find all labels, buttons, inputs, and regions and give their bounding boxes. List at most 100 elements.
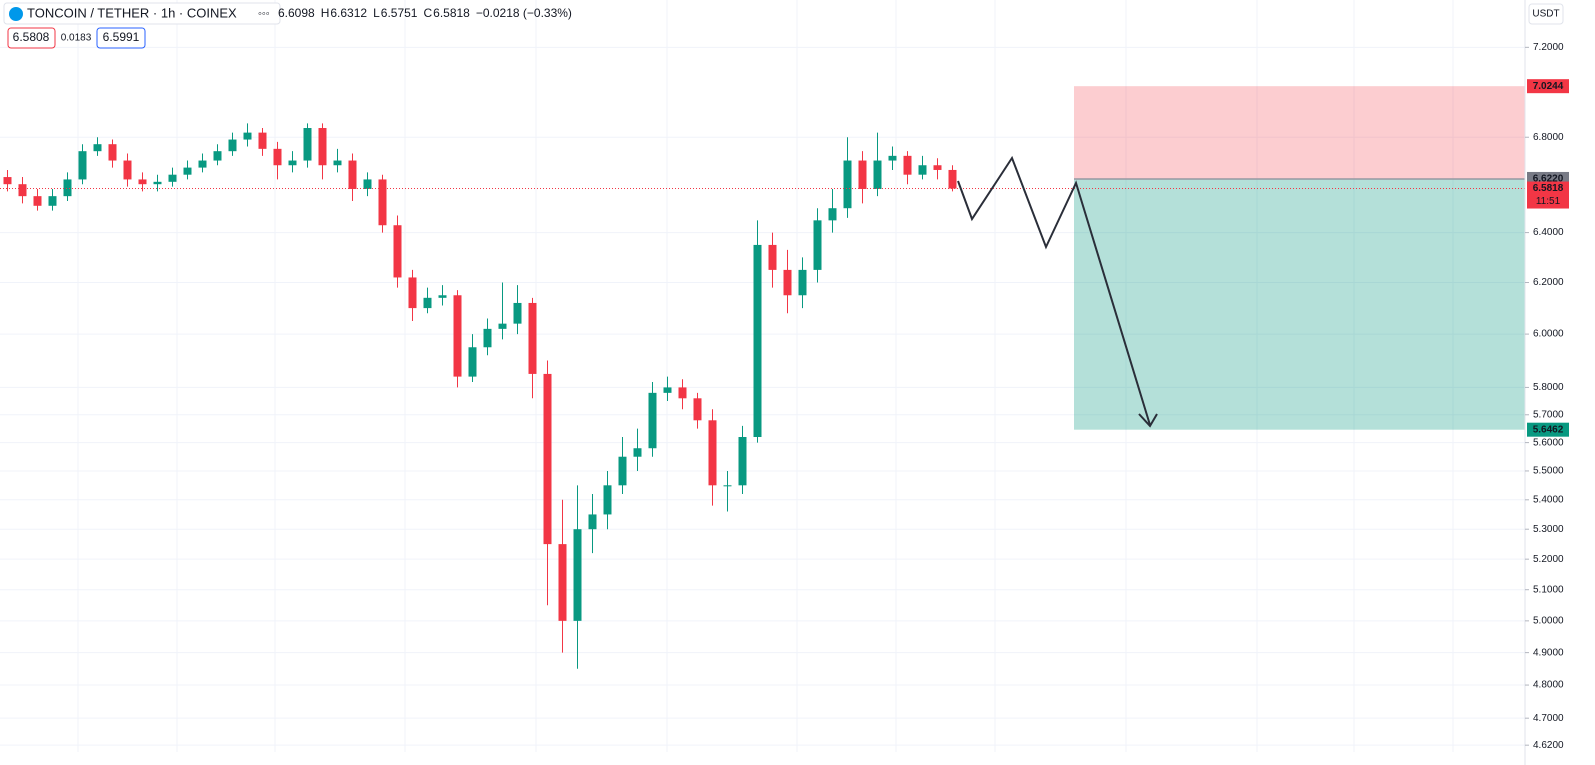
ask-box: [96, 27, 146, 49]
spread: 0.0183: [61, 33, 92, 44]
candle-body: [378, 179, 387, 226]
y-tick-label: 5.1000: [1533, 584, 1564, 595]
target-zone: [1074, 178, 1525, 430]
y-tick-label: 5.2000: [1533, 554, 1564, 565]
candle-body: [948, 169, 957, 189]
currency-box: [1528, 3, 1564, 25]
candle-body: [438, 295, 447, 298]
candle-body: [213, 151, 222, 161]
candles: [3, 123, 957, 669]
candle-body: [48, 196, 57, 206]
candle-body: [618, 456, 627, 486]
candle-body: [843, 160, 852, 209]
candle-body: [408, 277, 417, 309]
y-tick-label: 5.7000: [1533, 409, 1564, 420]
legend-value: 6.6098: [278, 6, 315, 20]
candle-body: [348, 160, 357, 189]
candle-body: [888, 155, 897, 161]
legend-change: −0.0218 (−0.33%): [476, 6, 572, 20]
candle-body: [603, 485, 612, 515]
price-grid: [0, 46, 1525, 746]
symbol: TONCOIN / TETHER · 1h · COINEX: [27, 5, 237, 20]
y-tick-label: 4.8000: [1533, 680, 1564, 691]
candle-body: [693, 398, 702, 421]
legend-key: H: [321, 6, 330, 20]
price-axis: [1525, 0, 1595, 765]
bid-box: [7, 27, 56, 49]
legend-value: 6.6312: [330, 6, 367, 20]
candle-body: [648, 392, 657, 449]
candle-body: [513, 302, 522, 324]
candle-body: [33, 196, 42, 206]
candle-body: [318, 128, 327, 166]
candle-body: [153, 181, 162, 185]
target-label: 5.6462: [1533, 424, 1564, 435]
candle-body: [108, 144, 117, 161]
header-menu: ◦◦◦: [258, 8, 270, 20]
target-label-box: [1527, 422, 1569, 437]
candle-body: [123, 160, 132, 180]
candle-body: [303, 128, 312, 161]
candle-body: [498, 323, 507, 329]
candle-body: [483, 328, 492, 348]
candle-body: [918, 165, 927, 175]
candle-body: [708, 420, 717, 486]
y-tick-label: 5.0000: [1533, 615, 1564, 626]
y-tick-label: 4.7000: [1533, 713, 1564, 724]
candle-body: [93, 144, 102, 152]
candle-body: [813, 220, 822, 270]
stop-label-box: [1527, 79, 1569, 94]
y-tick-label: 6.4000: [1533, 227, 1564, 238]
countdown: 11:51: [1536, 196, 1561, 207]
candle-body: [633, 448, 642, 457]
last-price-box: [1527, 181, 1569, 209]
candle-body: [798, 269, 807, 296]
y-tick-label: 5.6000: [1533, 437, 1564, 448]
legend-key: L: [373, 6, 380, 20]
candle-body: [753, 244, 762, 438]
candle-body: [558, 544, 567, 621]
position-tool: [1074, 86, 1525, 430]
candle-body: [903, 155, 912, 175]
entry-label: 6.6220: [1533, 174, 1564, 185]
candle-body: [78, 151, 87, 180]
candle-body: [243, 132, 252, 140]
candle-body: [858, 160, 867, 189]
candle-body: [228, 139, 237, 152]
ohlc-legend: 6.6098 H 6.6312 L 6.5751 C 6.5818 −0.0218 (−0.3…: [278, 6, 572, 20]
candle-body: [393, 225, 402, 278]
candle-body: [573, 529, 582, 621]
bid: 6.5808: [13, 30, 50, 44]
candle-body: [738, 437, 747, 486]
candle-body: [288, 160, 297, 166]
candle-body: [828, 208, 837, 221]
candle-body: [423, 297, 432, 309]
symbol-icon: [9, 7, 23, 21]
y-tick-label: 5.5000: [1533, 466, 1564, 477]
ask: 6.5991: [103, 30, 140, 44]
candle-body: [3, 177, 12, 185]
candle-body: [18, 184, 27, 197]
candle-body: [783, 269, 792, 296]
y-tick-label: 6.0000: [1533, 329, 1564, 340]
y-tick-label: 6.8000: [1533, 132, 1564, 143]
stop-label: 7.0244: [1533, 81, 1564, 92]
candle-body: [168, 174, 177, 182]
stop-zone: [1074, 86, 1525, 179]
candle-body: [873, 160, 882, 189]
header-bg: [3, 2, 281, 25]
candle-body: [588, 514, 597, 530]
y-tick-label: 5.4000: [1533, 494, 1564, 505]
candle-body: [258, 132, 267, 149]
currency: USDT: [1532, 9, 1559, 20]
price-axis-labels: 7.2000 6.8000 6.4000 6.2000 6.0000 5.8000 5.70…: [1525, 42, 1569, 751]
projection-arrowhead: [1138, 413, 1158, 428]
candle-body: [933, 165, 942, 170]
y-tick-label: 4.9000: [1533, 647, 1564, 658]
candle-body: [333, 160, 342, 166]
candle-body: [138, 179, 147, 185]
candle-body: [273, 148, 282, 166]
candle-body: [723, 485, 732, 487]
